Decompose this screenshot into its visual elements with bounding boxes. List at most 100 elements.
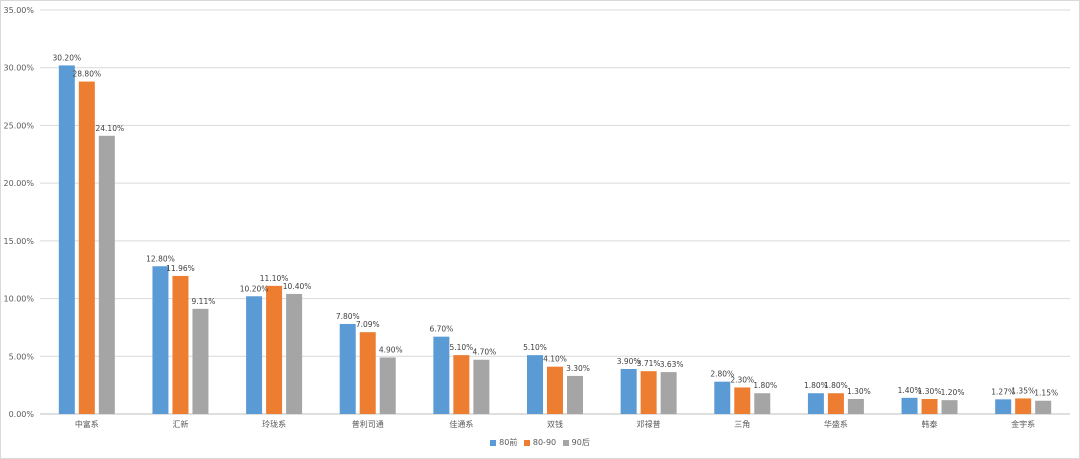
legend-item: 90后 (562, 437, 590, 448)
data-label: 1.40% (898, 386, 922, 395)
bar (98, 135, 115, 414)
bar (827, 393, 844, 414)
data-labels: 30.20% 28.80% 24.10% 12.80%11.96% 9.11% 10.20… (53, 53, 1059, 397)
x-category-label: 双钱 (547, 419, 563, 429)
data-label: 7.09% (356, 320, 380, 329)
data-label: 10.20% (240, 284, 269, 293)
bar (995, 399, 1012, 414)
data-label: 3.63% (660, 360, 684, 369)
bar (266, 285, 283, 414)
bar (473, 359, 490, 414)
data-label: 1.30% (847, 387, 871, 396)
bars (58, 65, 1052, 415)
data-label: 7.80% (336, 312, 360, 321)
bar (78, 81, 95, 415)
bar (1035, 400, 1052, 414)
x-category-label: 普利司通 (352, 419, 384, 429)
legend-label: 80-90 (532, 438, 557, 447)
data-label: 4.70% (472, 348, 496, 357)
y-tick-label: 10.00% (3, 295, 34, 304)
data-label: 6.70% (429, 325, 453, 334)
data-label: 4.10% (543, 355, 567, 364)
x-axis-categories: 中富系 汇新 玲珑系 普利司通 佳通系 双钱 邓禄普 三角 华盛系 韩泰 金宇系 (75, 419, 1035, 429)
bar (640, 371, 657, 414)
x-category-label: 韩泰 (922, 419, 938, 429)
bar (1015, 398, 1032, 414)
bar (547, 366, 563, 414)
data-label: 1.80% (753, 381, 777, 390)
data-label: 1.15% (1034, 389, 1058, 398)
legend-swatch-80-90 (523, 439, 530, 446)
x-category-label: 玲珑系 (262, 419, 286, 429)
x-category-label: 邓禄普 (637, 419, 661, 429)
bar (714, 381, 731, 414)
data-label: 1.30% (918, 387, 942, 396)
data-label: 12.80% (146, 254, 175, 263)
bar (527, 355, 543, 414)
data-label: 3.71% (637, 359, 661, 368)
bar (286, 293, 303, 414)
data-label: 1.27% (991, 387, 1015, 396)
y-tick-label: 35.00% (3, 6, 34, 15)
data-label: 1.20% (941, 388, 965, 397)
data-label: 4.90% (379, 345, 403, 354)
x-category-label: 中富系 (75, 419, 99, 429)
legend-label: 80前 (499, 438, 518, 447)
bar (433, 336, 450, 414)
y-tick-label: 5.00% (9, 352, 35, 361)
bar (807, 393, 824, 414)
legend-swatch-80-before (490, 439, 497, 446)
bar (192, 308, 209, 414)
data-label: 5.10% (523, 343, 547, 352)
x-category-label: 华盛系 (824, 419, 848, 429)
bar (754, 393, 771, 414)
bar (58, 65, 75, 415)
bar (660, 372, 677, 414)
x-category-label: 三角 (734, 419, 750, 429)
bar (941, 400, 958, 414)
legend-item: 80-90 (523, 438, 557, 447)
data-label: 30.20% (53, 53, 82, 62)
data-label: 1.35% (1011, 386, 1035, 395)
bar (734, 387, 751, 414)
y-axis-ticks: 0.00% 5.00% 10.00% 15.00% 20.00% 25.00% 30.00%… (3, 6, 34, 419)
y-tick-label: 15.00% (3, 237, 34, 246)
bar (567, 375, 583, 414)
bar (901, 397, 918, 414)
gridlines (40, 9, 1070, 415)
data-label: 1.80% (804, 381, 828, 390)
data-label: 11.10% (260, 274, 289, 283)
x-category-label: 金宇系 (1011, 419, 1035, 429)
data-label: 10.40% (283, 282, 312, 291)
x-category-label: 汇新 (172, 419, 188, 429)
bar (359, 332, 376, 414)
legend-label: 90后 (571, 438, 590, 447)
data-label: 11.96% (166, 264, 195, 273)
legend-swatch-90-after (562, 439, 569, 446)
bar (339, 323, 356, 414)
data-label: 2.30% (730, 375, 754, 384)
y-tick-label: 30.00% (3, 64, 34, 73)
bar (921, 398, 938, 414)
bar (379, 357, 396, 414)
data-label: 1.80% (824, 381, 848, 390)
bar (246, 296, 263, 414)
y-tick-label: 20.00% (3, 179, 34, 188)
data-label: 28.80% (73, 70, 102, 79)
bar (847, 398, 864, 414)
data-label: 3.90% (617, 357, 641, 366)
legend: 80前 80-90 90后 (0, 437, 1080, 448)
legend-item: 80前 (490, 437, 517, 448)
data-label: 5.10% (449, 343, 473, 352)
data-label: 2.80% (710, 370, 734, 379)
data-label: 3.30% (566, 364, 590, 373)
y-tick-label: 0.00% (9, 410, 35, 419)
bar (453, 355, 470, 414)
data-label: 9.11% (192, 297, 216, 306)
x-category-label: 佳通系 (449, 419, 473, 429)
y-tick-label: 25.00% (3, 121, 34, 130)
bar (620, 368, 637, 414)
bar (152, 266, 169, 414)
data-label: 24.10% (96, 124, 125, 133)
